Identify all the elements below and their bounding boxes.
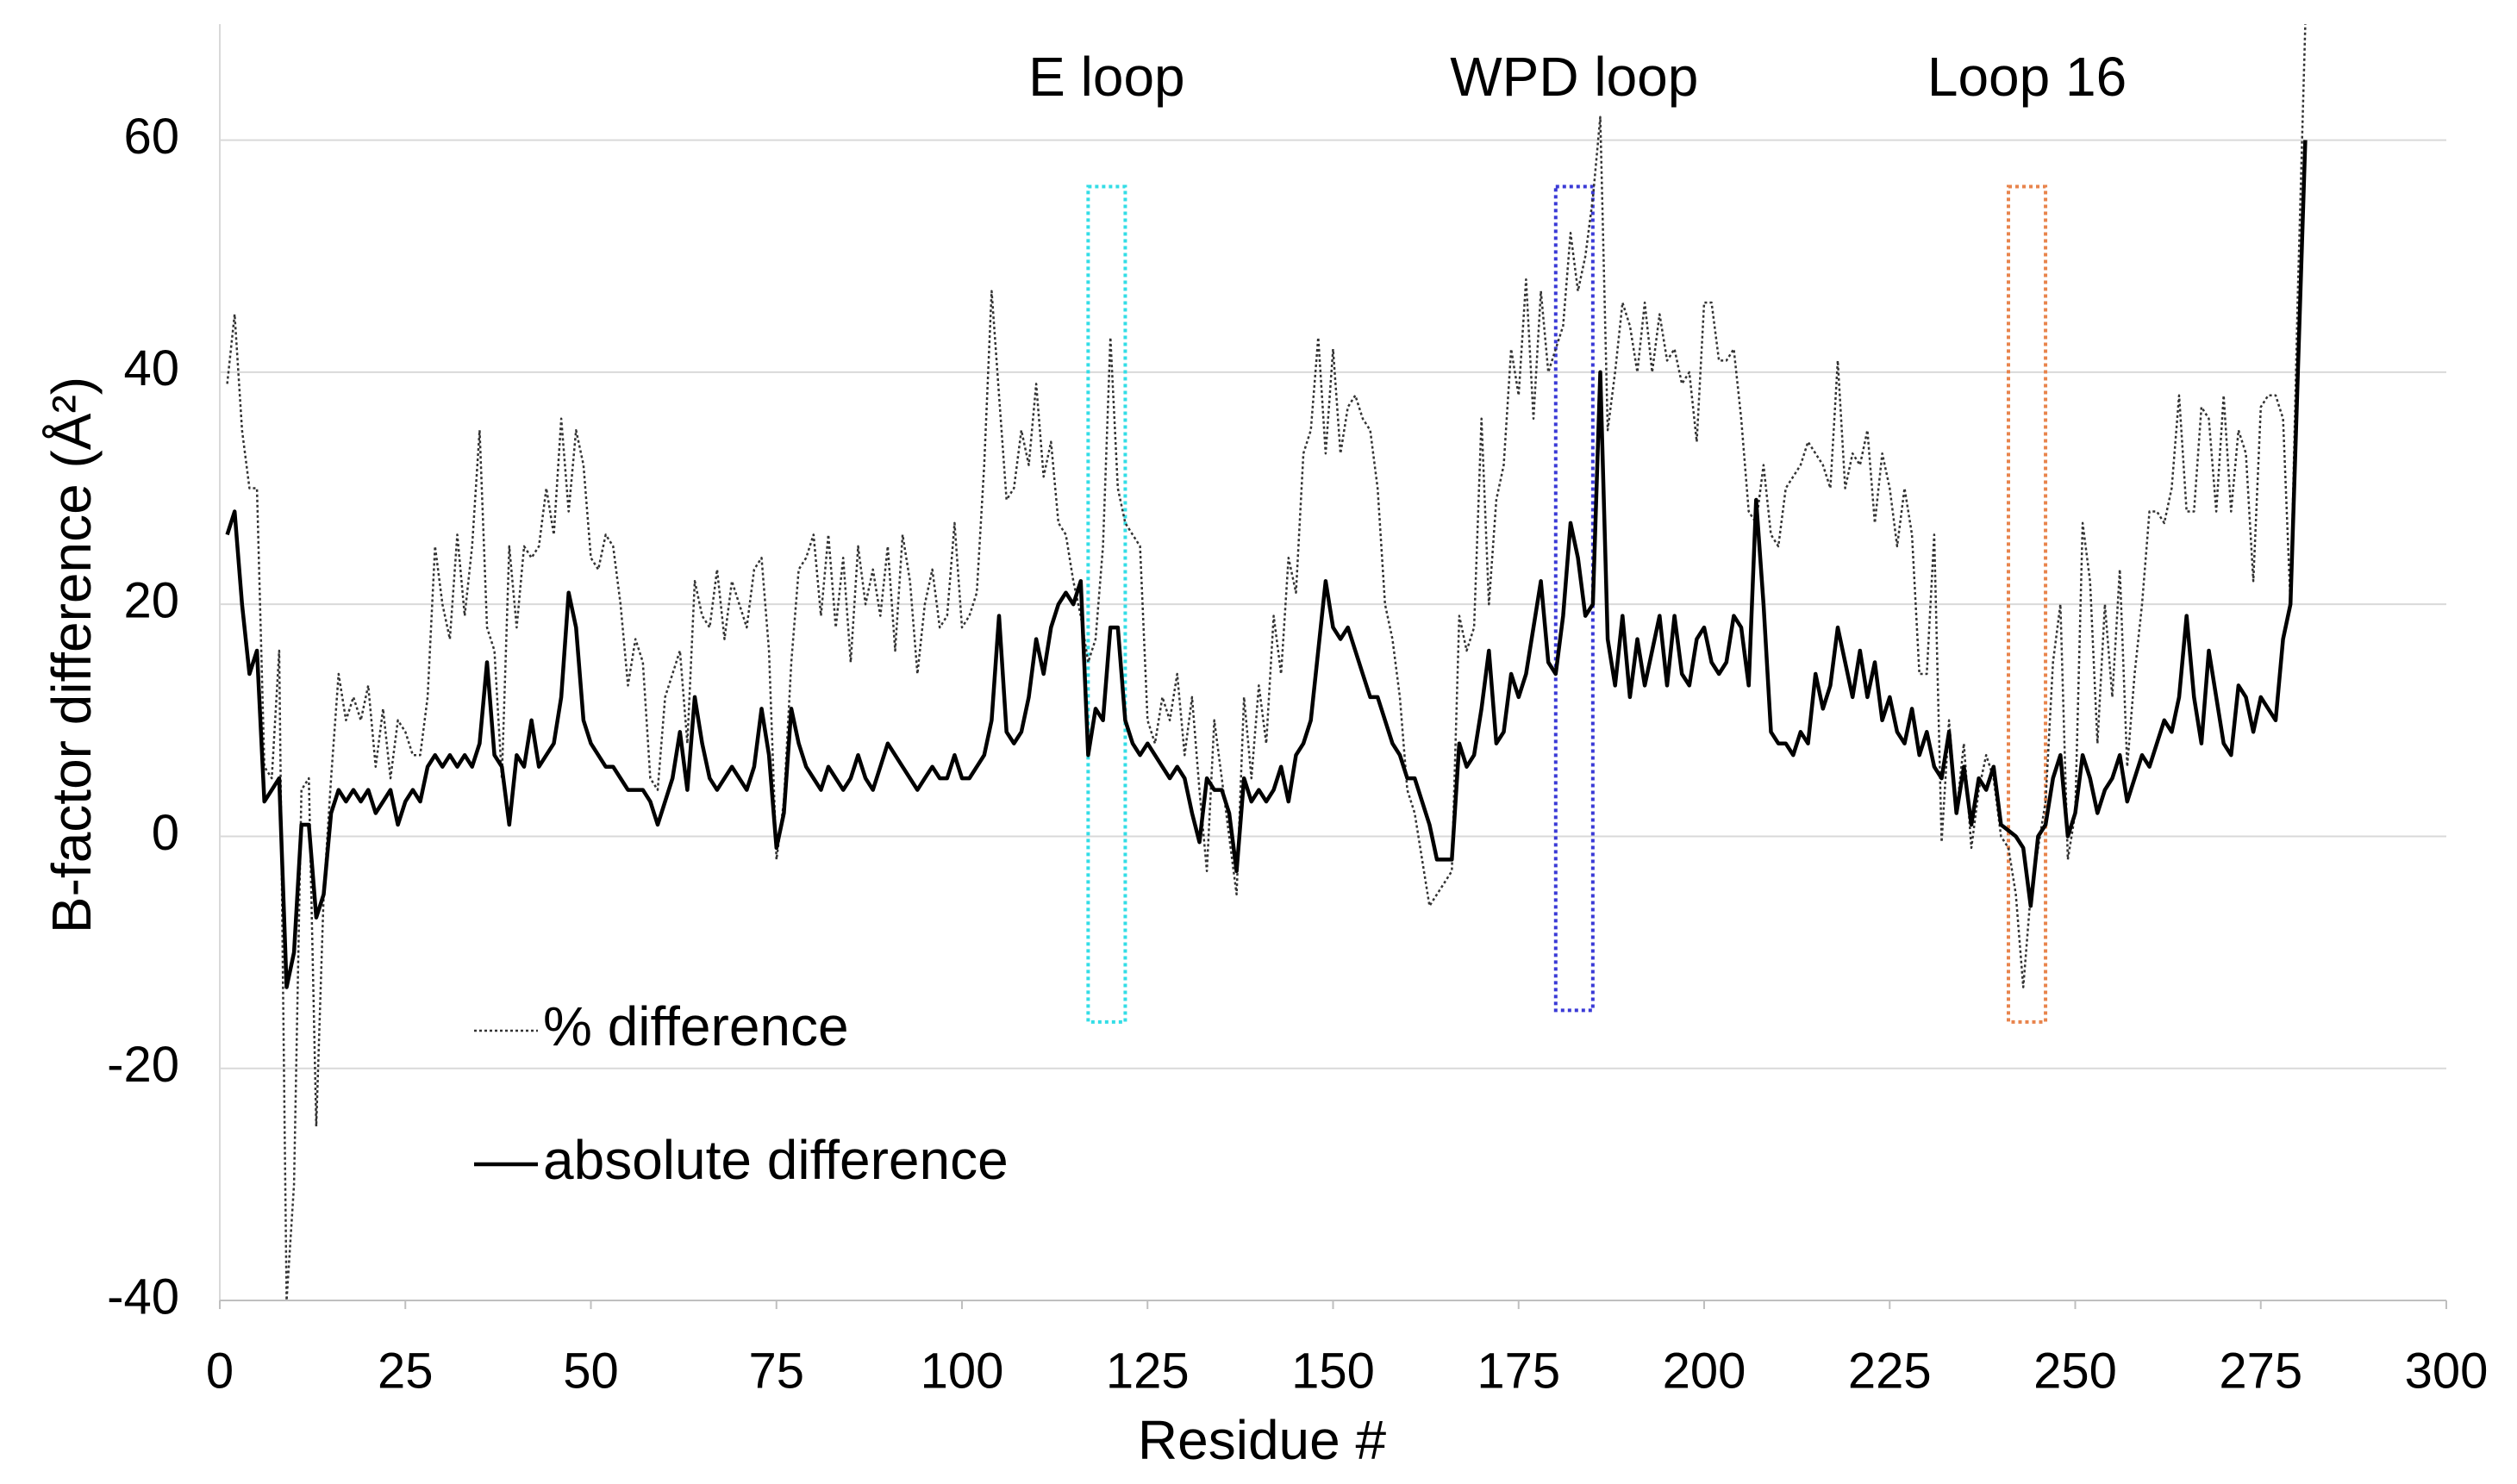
x-tick-label: 25 xyxy=(378,1343,434,1399)
x-tick-label: 300 xyxy=(2405,1343,2489,1399)
x-tick-label: 150 xyxy=(1291,1343,1375,1399)
y-tick-label: 60 xyxy=(123,109,179,165)
x-tick-label: 175 xyxy=(1477,1343,1560,1399)
y-tick-label: -20 xyxy=(107,1037,179,1093)
highlight-label: WPD loop xyxy=(1450,46,1698,108)
x-tick-label: 250 xyxy=(2033,1343,2117,1399)
highlight-box xyxy=(1553,184,1595,1013)
highlight-label: E loop xyxy=(1028,46,1184,108)
x-tick-label: 200 xyxy=(1663,1343,1746,1399)
legend-label: absolute difference xyxy=(543,1129,1009,1191)
highlight-box xyxy=(1086,184,1127,1024)
y-tick-label: 20 xyxy=(123,573,179,629)
x-tick-label: 125 xyxy=(1106,1343,1190,1399)
highlight-box xyxy=(2007,184,2048,1024)
y-axis-title: B-factor difference (Å²) xyxy=(41,377,103,933)
x-tick-label: 75 xyxy=(748,1343,804,1399)
data-line xyxy=(226,24,2307,1300)
y-tick-label: 0 xyxy=(152,805,179,861)
x-tick-label: 100 xyxy=(921,1343,1004,1399)
x-tick-label: 0 xyxy=(206,1343,234,1399)
x-tick-label: 275 xyxy=(2219,1343,2302,1399)
data-line xyxy=(225,140,2308,989)
plot-area xyxy=(225,24,2308,1300)
x-tick-label: 225 xyxy=(1848,1343,1932,1399)
x-axis-title: Residue # xyxy=(1138,1409,1387,1471)
legend-label: % difference xyxy=(543,995,849,1057)
highlight-label: Loop 16 xyxy=(1927,46,2127,108)
y-tick-label: 40 xyxy=(123,340,179,396)
x-tick-label: 50 xyxy=(563,1343,619,1399)
y-tick-label: -40 xyxy=(107,1269,179,1325)
